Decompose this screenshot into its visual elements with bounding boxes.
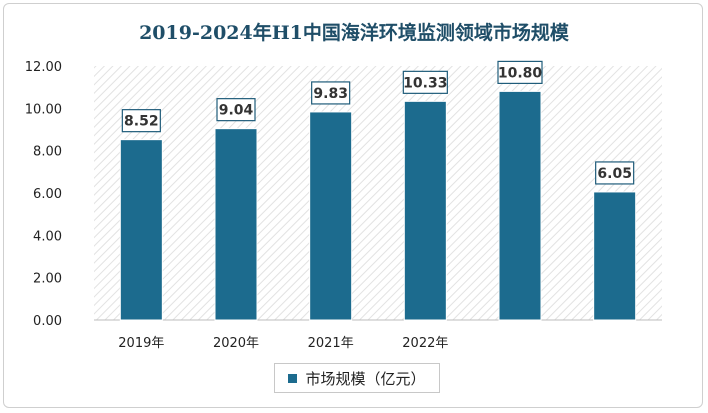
data-label: 8.52 [124,114,159,130]
bar [214,128,258,321]
y-tick-label: 4.00 [33,229,62,244]
x-tick-label: 2020年 [213,336,259,351]
x-tick-label: 2019年 [118,336,164,351]
data-label: 9.04 [219,103,254,119]
data-label-box [595,161,635,185]
data-label: 6.05 [597,166,632,182]
legend-swatch [288,373,298,383]
legend-label: 市场规模（亿元） [305,369,426,388]
y-tick-label: 8.00 [33,145,62,160]
data-label-box [402,70,448,94]
data-label-box [311,81,351,105]
data-label-box [497,60,543,85]
bar [593,191,637,321]
y-tick-label: 10.00 [25,102,62,117]
bar [403,100,447,321]
bar [119,139,163,321]
bar [498,90,542,321]
data-label: 10.33 [403,75,447,91]
chart-title: 2019-2024年H1中国海洋环境监测领域市场规模 [139,22,569,44]
x-tick-label: 2022年 [402,336,448,351]
x-tick-label: 2021年 [308,336,354,351]
legend: 市场规模（亿元） [274,363,440,393]
data-label: 10.80 [498,65,543,81]
data-label: 9.83 [313,86,348,102]
y-tick-label: 6.00 [33,187,62,202]
data-label-box [121,109,161,133]
y-tick-label: 0.00 [33,314,62,329]
y-tick-label: 2.00 [33,272,62,287]
bar [309,111,353,321]
y-tick-label: 12.00 [25,60,62,75]
plot-background [94,66,662,320]
data-label-box [216,98,256,122]
